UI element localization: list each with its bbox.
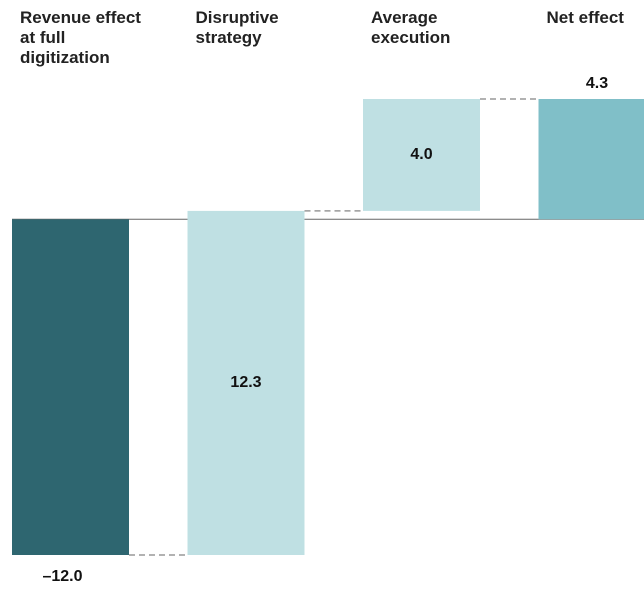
- category-label: Net effect: [546, 8, 624, 27]
- bar: [187, 210, 305, 555]
- bar: [363, 99, 480, 211]
- category-label: Revenue effect at full digitization: [20, 8, 141, 67]
- value-label: 12.3: [230, 374, 261, 391]
- value-label: 4.3: [586, 75, 608, 92]
- value-label: 4.0: [410, 146, 432, 163]
- bar: [12, 219, 129, 555]
- category-label: Average execution: [371, 8, 451, 47]
- value-label: –12.0: [42, 568, 82, 585]
- category-label: Disruptive strategy: [195, 8, 279, 47]
- bar: [538, 99, 644, 220]
